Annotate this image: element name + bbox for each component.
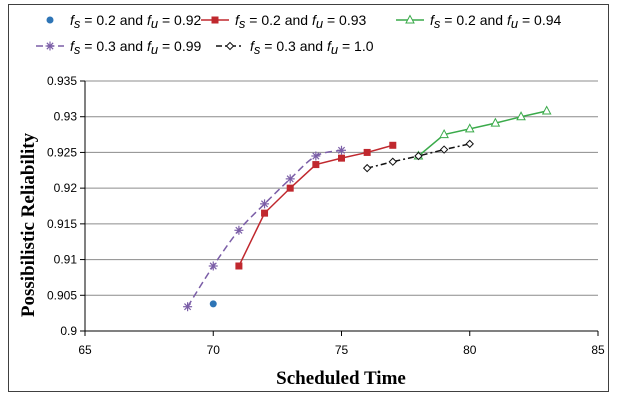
series-2: [235, 141, 397, 270]
data-point: [389, 141, 397, 149]
y-tick-label: 0.935: [47, 74, 77, 88]
x-tick-label: 80: [463, 343, 477, 357]
legend-marker: [45, 41, 55, 51]
x-tick-label: 85: [591, 343, 605, 357]
legend-label: fs = 0.3 and fu = 1.0: [250, 38, 374, 57]
data-point: [439, 145, 449, 154]
series-line: [186, 149, 342, 308]
data-point: [362, 163, 372, 173]
series-4: [183, 145, 346, 312]
data-point: [311, 151, 321, 161]
series-1: [209, 300, 217, 308]
data-point: [414, 151, 423, 161]
data-point: [285, 174, 295, 184]
data-point: [234, 225, 244, 235]
y-tick-label: 0.915: [47, 217, 77, 231]
data-point: [490, 117, 501, 127]
data-point: [235, 262, 243, 270]
data-point: [465, 139, 474, 149]
x-tick-label: 75: [335, 343, 349, 357]
data-point: [261, 209, 269, 217]
legend-item: fs = 0.2 and fu = 0.92: [46, 12, 201, 31]
data-point: [464, 123, 475, 133]
data-point: [439, 129, 449, 139]
y-tick-label: 0.9: [60, 324, 77, 338]
y-tick-label: 0.925: [47, 145, 77, 159]
series-group: [183, 105, 552, 312]
legend-item: fs = 0.3 and fu = 1.0: [216, 38, 374, 57]
data-point: [363, 148, 371, 156]
y-tick-label: 0.905: [47, 288, 77, 302]
series-line: [417, 110, 547, 157]
x-tick-label: 65: [78, 343, 92, 357]
y-tick-label: 0.91: [54, 253, 78, 267]
x-axis-label: Scheduled Time: [276, 368, 406, 389]
chart-frame: [8, 4, 609, 392]
data-point: [541, 105, 552, 115]
tick-labels: 0.9 0.905 0.91 0.915 0.92 0.925 0.93 0.935 65 70 7…: [47, 74, 605, 357]
data-point: [286, 184, 294, 192]
data-point: [337, 145, 346, 155]
legend-label: fs = 0.2 and fu = 0.92: [70, 12, 201, 31]
x-tick-label: 70: [207, 343, 221, 357]
y-tick-label: 0.92: [54, 181, 78, 195]
legend: fs = 0.2 and fu = 0.92 fs = 0.2 and fu = …: [36, 12, 561, 57]
axes: [80, 80, 599, 336]
legend-label: fs = 0.2 and fu = 0.93: [235, 12, 366, 31]
y-axis-label: Possibilistic Reliability: [18, 132, 39, 317]
data-point: [183, 302, 193, 312]
gridlines: [85, 80, 598, 296]
y-tick-label: 0.93: [54, 110, 78, 124]
legend-item: fs = 0.2 and fu = 0.93: [201, 12, 366, 31]
legend-marker: [211, 16, 219, 24]
legend-label: fs = 0.2 and fu = 0.94: [430, 12, 561, 31]
legend-item: fs = 0.3 and fu = 0.99: [36, 38, 201, 57]
data-point: [388, 157, 398, 166]
legend-marker: [405, 14, 415, 24]
data-point: [209, 300, 217, 308]
data-point: [338, 154, 345, 162]
legend-item: fs = 0.2 and fu = 0.94: [396, 12, 561, 31]
series-3: [413, 105, 552, 160]
series-5: [362, 139, 474, 173]
data-point: [208, 261, 218, 271]
data-point: [260, 199, 270, 209]
legend-label: fs = 0.3 and fu = 0.99: [70, 38, 201, 57]
legend-marker: [46, 16, 54, 24]
legend-marker: [225, 41, 235, 51]
data-point: [516, 111, 526, 121]
data-point: [312, 161, 320, 169]
